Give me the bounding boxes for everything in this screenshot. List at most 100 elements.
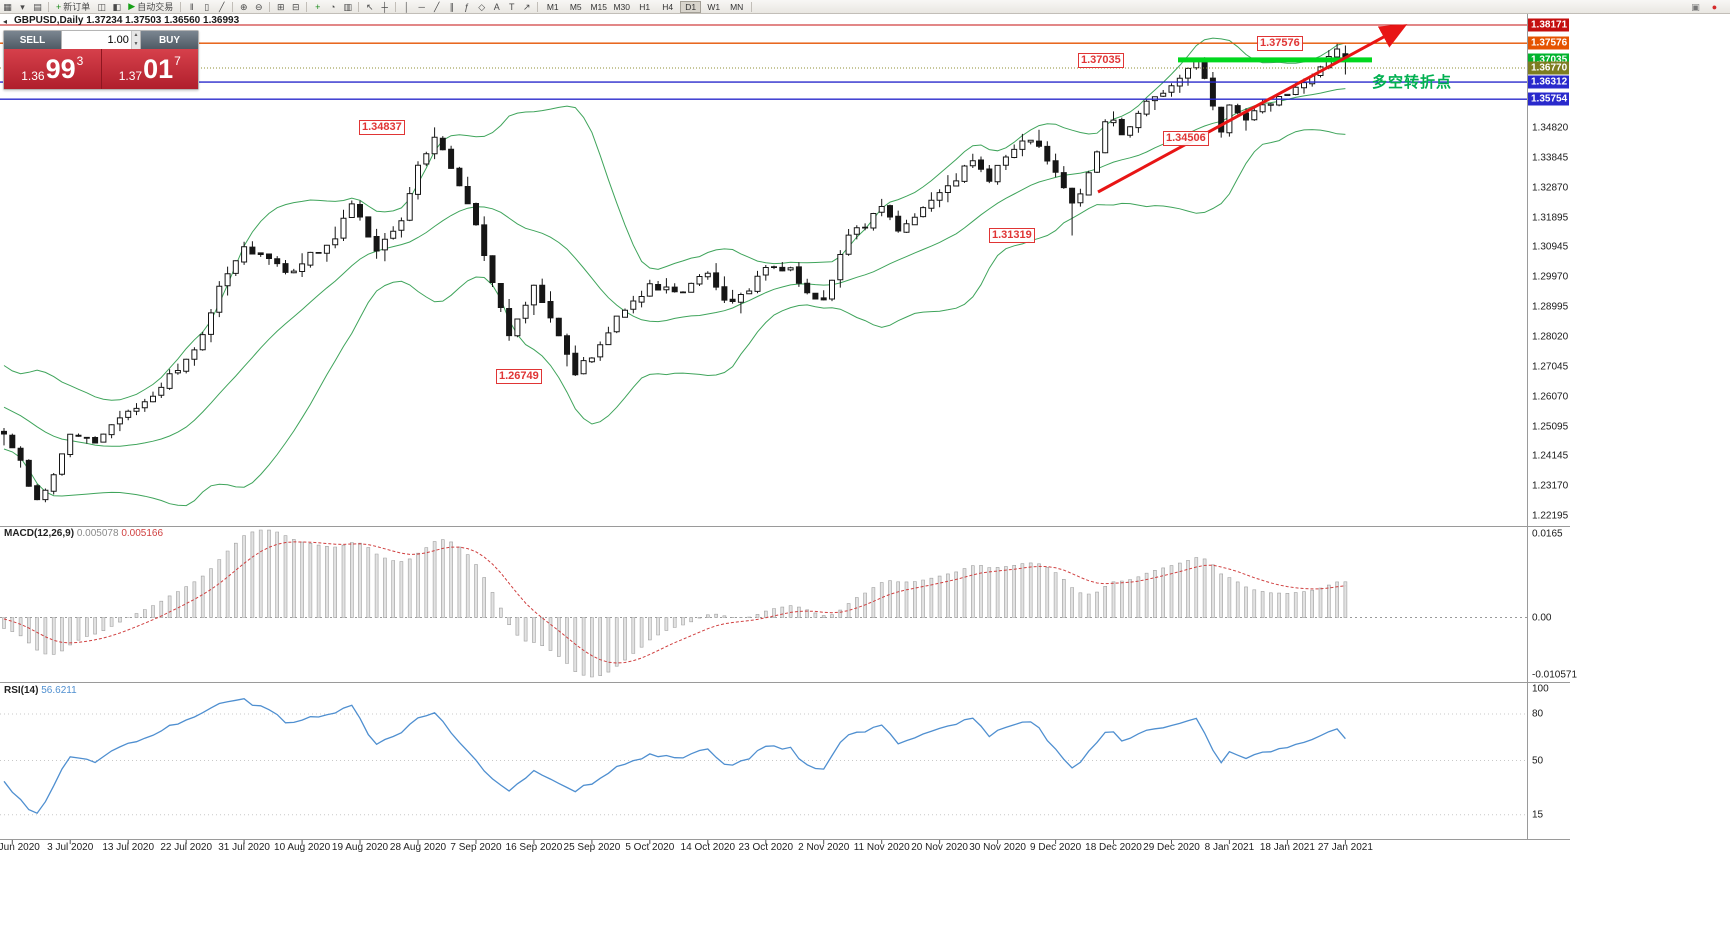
label-icon[interactable]: T	[508, 1, 515, 12]
rsi-axis-label: 80	[1532, 708, 1544, 720]
time-axis-label: 18 Jan 2021	[1259, 842, 1315, 853]
news-icon[interactable]: ▣	[1691, 1, 1700, 12]
price-axis-tick: 1.33845	[1532, 152, 1569, 164]
macd-histogram	[2, 529, 1348, 678]
rsi-value: 56.6211	[41, 685, 77, 696]
price-axis-tick: 1.27045	[1532, 361, 1569, 373]
tile-windows-icon[interactable]: ⊞	[276, 1, 285, 12]
auto-arrange-icon[interactable]: ⊟	[291, 1, 300, 12]
time-axis-label: 19 Aug 2020	[331, 842, 389, 853]
indicators-icon[interactable]: +	[315, 1, 321, 12]
price-axis-tick: 1.22195	[1532, 510, 1569, 522]
line-chart-icon[interactable]: ╱	[219, 1, 225, 12]
new-order-button[interactable]: + 新订单	[52, 1, 94, 13]
toolbar-separator	[306, 1, 308, 12]
price-axis-tick: 1.28995	[1532, 301, 1569, 313]
arrow-tool-icon[interactable]: ↗	[522, 1, 531, 12]
time-axis-label: 31 Jul 2020	[218, 842, 270, 853]
rsi-axis-label: 50	[1532, 755, 1544, 766]
time-axis-label: 29 Dec 2020	[1143, 842, 1200, 853]
toolbar-separator	[537, 1, 539, 12]
toolbar-right-group: ▣ ●	[1688, 1, 1722, 13]
autotrade-button[interactable]: ▶ 自动交易	[124, 1, 177, 13]
price-note-126749[interactable]: 1.26749	[496, 369, 542, 384]
timeframe-m30-button[interactable]: M30	[613, 1, 630, 12]
price-axis-tick: 1.25095	[1532, 421, 1569, 433]
profiles-icon[interactable]: ▤	[33, 1, 42, 12]
zoom-in-icon[interactable]: ⊕	[239, 1, 248, 12]
fibonacci-icon[interactable]: ƒ	[464, 1, 470, 12]
macd-panel-separator[interactable]	[0, 526, 1570, 527]
time-axis-label: 10 Aug 2020	[274, 842, 331, 853]
zoom-out-icon[interactable]: ⊖	[254, 1, 263, 12]
time-axis-label: 24 Jun 2020	[0, 842, 40, 853]
rsi-axis-label: 100	[1532, 683, 1549, 695]
timeframe-d1-button[interactable]: D1	[680, 0, 702, 13]
chart-marker-icon: ◂	[3, 17, 8, 26]
volume-down-button[interactable]: ▼	[130, 40, 140, 49]
timeframe-h4-button[interactable]: H4	[662, 1, 674, 12]
price-axis-tick: 1.31895	[1532, 212, 1569, 224]
time-axis-border	[0, 839, 1570, 840]
sell-button[interactable]: SELL	[4, 31, 61, 49]
templates-icon[interactable]: ▥	[343, 1, 352, 12]
timeframe-w1-button[interactable]: W1	[707, 1, 721, 12]
bear-candles	[1, 53, 1349, 501]
macd-axis-label: 0.00	[1532, 612, 1552, 623]
bar-chart-icon[interactable]: ‖	[189, 1, 194, 12]
time-axis-label: 25 Sep 2020	[563, 842, 621, 853]
shapes-icon[interactable]: ◇	[478, 1, 486, 12]
price-axis-tick: 1.24145	[1532, 450, 1569, 462]
timeframe-m15-button[interactable]: M15	[590, 1, 607, 12]
crosshair-icon[interactable]: ┼	[381, 1, 388, 12]
new-order-button-label: 新订单	[63, 2, 91, 12]
price-axis-tick: 1.29970	[1532, 271, 1569, 283]
pivot-annotation-text[interactable]: 多空转折点	[1372, 74, 1453, 91]
navigator-icon[interactable]: ◧	[112, 1, 122, 12]
price-axis-tick: 1.23170	[1532, 480, 1569, 492]
time-axis-label: 3 Jul 2020	[47, 842, 94, 853]
channel-icon[interactable]: ∥	[449, 1, 454, 12]
time-axis-label: 16 Sep 2020	[505, 842, 563, 853]
volume-field-wrap: ▲ ▼	[61, 31, 141, 49]
price-note-131319[interactable]: 1.31319	[989, 228, 1035, 243]
new-chart-caret-icon[interactable]: ▾	[20, 1, 25, 12]
price-tag-136312: 1.36312	[1528, 75, 1569, 89]
text-icon[interactable]: A	[493, 1, 500, 12]
price-note-134837[interactable]: 1.34837	[359, 120, 405, 135]
time-axis-label: 30 Nov 2020	[969, 842, 1026, 853]
horizontal-line-icon[interactable]: ─	[418, 1, 425, 12]
timeframe-mn-button[interactable]: MN	[730, 1, 744, 12]
price-note-137576[interactable]: 1.37576	[1257, 36, 1303, 51]
connection-status-icon[interactable]: ●	[1711, 1, 1718, 12]
periods-icon[interactable]: ◔	[330, 1, 336, 12]
bull-candles	[42, 48, 1341, 501]
chart-title: GBPUSD,Daily 1.37234 1.37503 1.36560 1.3…	[14, 15, 240, 26]
price-note-134506[interactable]: 1.34506	[1163, 131, 1209, 146]
new-chart-icon[interactable]: ▦	[3, 1, 12, 12]
timeframe-h1-button[interactable]: H1	[639, 1, 651, 12]
trendline-icon[interactable]: ╱	[434, 1, 440, 12]
price-note-137035[interactable]: 1.37035	[1078, 53, 1124, 68]
volume-up-button[interactable]: ▲	[130, 31, 140, 40]
sell-price-small: 1.36	[21, 69, 45, 83]
timeframe-m1-button[interactable]: M1	[546, 1, 559, 12]
time-axis-label: 20 Nov 2020	[911, 842, 968, 853]
trend-arrow[interactable]	[1097, 24, 1408, 194]
price-axis-tick: 1.28020	[1532, 331, 1569, 343]
bollinger-middle-band	[3, 88, 1346, 447]
time-axis-label: 2 Nov 2020	[798, 842, 850, 853]
timeframe-m5-button[interactable]: M5	[569, 1, 582, 12]
buy-button[interactable]: BUY	[141, 31, 198, 49]
buy-price-panel[interactable]: 1.37 01 7	[101, 49, 198, 89]
volume-input[interactable]	[62, 31, 131, 49]
rsi-panel-separator[interactable]	[0, 682, 1570, 683]
vertical-line-icon[interactable]: │	[403, 1, 410, 12]
price-axis-tick: 1.34820	[1532, 122, 1569, 134]
sell-price-panel[interactable]: 1.36 99 3	[4, 49, 101, 89]
cursor-icon[interactable]: ↖	[365, 1, 374, 12]
market-watch-icon[interactable]: ◫	[97, 1, 107, 12]
time-axis-label: 22 Jul 2020	[160, 842, 213, 853]
candlestick-chart-icon[interactable]: ▯	[204, 1, 210, 12]
